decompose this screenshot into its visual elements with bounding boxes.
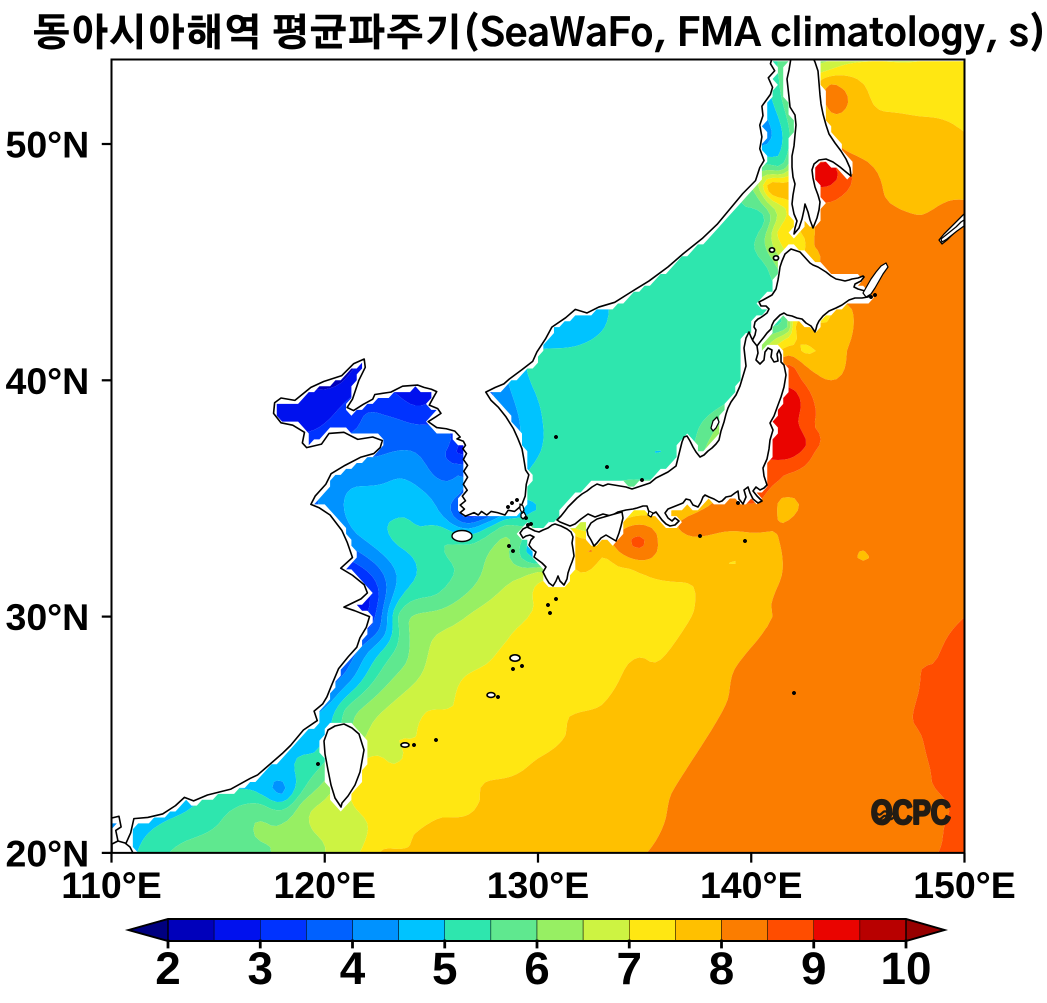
svg-text:140°E: 140°E — [700, 864, 803, 906]
svg-text:150°E: 150°E — [913, 864, 1016, 906]
svg-text:8: 8 — [709, 943, 735, 994]
svg-text:40°N: 40°N — [5, 360, 89, 402]
svg-text:4: 4 — [340, 943, 366, 994]
svg-text:120°E: 120°E — [273, 864, 376, 906]
svg-text:5: 5 — [432, 943, 458, 994]
svg-text:30°N: 30°N — [5, 596, 89, 638]
svg-text:130°E: 130°E — [487, 864, 590, 906]
svg-text:2: 2 — [155, 943, 180, 994]
svg-text:20°N: 20°N — [5, 832, 89, 874]
svg-text:50°N: 50°N — [5, 124, 89, 166]
svg-text:110°E: 110°E — [61, 864, 162, 906]
svg-text:3: 3 — [248, 943, 273, 994]
svg-text:10: 10 — [881, 943, 932, 994]
svg-text:7: 7 — [617, 943, 642, 994]
svg-text:9: 9 — [801, 943, 827, 994]
svg-text:6: 6 — [524, 943, 550, 994]
